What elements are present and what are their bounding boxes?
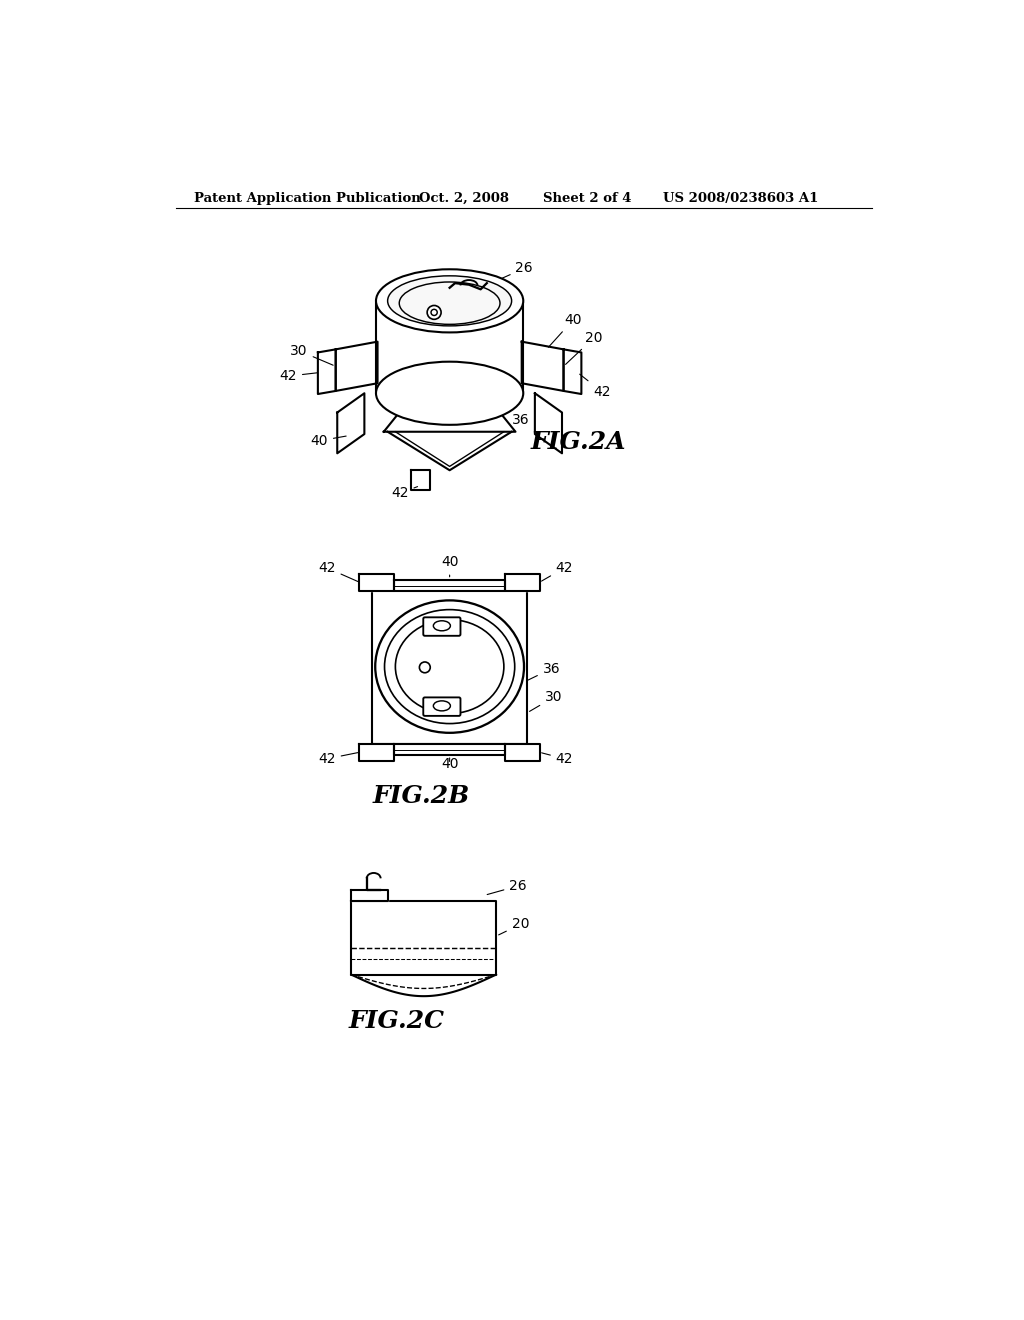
Text: FIG.2C: FIG.2C bbox=[349, 1008, 444, 1032]
Text: 40: 40 bbox=[441, 556, 459, 577]
Text: 36: 36 bbox=[526, 661, 560, 681]
Text: 42: 42 bbox=[580, 374, 610, 399]
Text: Patent Application Publication: Patent Application Publication bbox=[194, 191, 421, 205]
Text: 30: 30 bbox=[529, 690, 562, 711]
Text: US 2008/0238603 A1: US 2008/0238603 A1 bbox=[663, 191, 818, 205]
Polygon shape bbox=[411, 470, 430, 490]
Circle shape bbox=[427, 305, 441, 319]
Text: 42: 42 bbox=[318, 561, 358, 582]
Circle shape bbox=[420, 663, 430, 673]
Ellipse shape bbox=[385, 610, 515, 723]
Text: 36: 36 bbox=[510, 413, 529, 433]
Polygon shape bbox=[317, 350, 336, 395]
Text: Oct. 2, 2008: Oct. 2, 2008 bbox=[419, 191, 509, 205]
Text: 20: 20 bbox=[499, 917, 529, 935]
Text: 40: 40 bbox=[441, 758, 459, 771]
Polygon shape bbox=[351, 890, 388, 902]
Text: 20: 20 bbox=[565, 331, 603, 364]
Text: FIG.2B: FIG.2B bbox=[372, 784, 469, 808]
FancyBboxPatch shape bbox=[423, 618, 461, 636]
Ellipse shape bbox=[376, 362, 523, 425]
Polygon shape bbox=[384, 412, 515, 432]
Polygon shape bbox=[506, 574, 541, 591]
Polygon shape bbox=[521, 342, 563, 391]
Polygon shape bbox=[394, 579, 506, 591]
Text: 42: 42 bbox=[280, 370, 317, 383]
Text: 42: 42 bbox=[318, 752, 357, 766]
FancyBboxPatch shape bbox=[423, 697, 461, 715]
Ellipse shape bbox=[388, 276, 512, 326]
Text: 26: 26 bbox=[435, 656, 467, 669]
Text: 40: 40 bbox=[310, 434, 346, 447]
Text: Sheet 2 of 4: Sheet 2 of 4 bbox=[543, 191, 631, 205]
Polygon shape bbox=[394, 743, 506, 755]
Text: 26: 26 bbox=[487, 879, 527, 895]
Polygon shape bbox=[351, 902, 496, 974]
Text: 30: 30 bbox=[290, 343, 333, 366]
Polygon shape bbox=[535, 393, 562, 453]
Polygon shape bbox=[359, 743, 394, 760]
Text: 40: 40 bbox=[549, 313, 582, 347]
Text: 26: 26 bbox=[483, 261, 534, 286]
Ellipse shape bbox=[395, 619, 504, 714]
Ellipse shape bbox=[376, 269, 523, 333]
Polygon shape bbox=[336, 342, 378, 391]
Polygon shape bbox=[337, 393, 365, 453]
Polygon shape bbox=[372, 590, 527, 743]
Text: 42: 42 bbox=[541, 561, 573, 581]
Polygon shape bbox=[506, 743, 541, 760]
Polygon shape bbox=[359, 574, 394, 591]
Polygon shape bbox=[563, 350, 582, 395]
Text: 42: 42 bbox=[391, 486, 418, 500]
Ellipse shape bbox=[375, 601, 524, 733]
Text: FIG.2A: FIG.2A bbox=[531, 430, 627, 454]
Text: 42: 42 bbox=[542, 752, 573, 766]
